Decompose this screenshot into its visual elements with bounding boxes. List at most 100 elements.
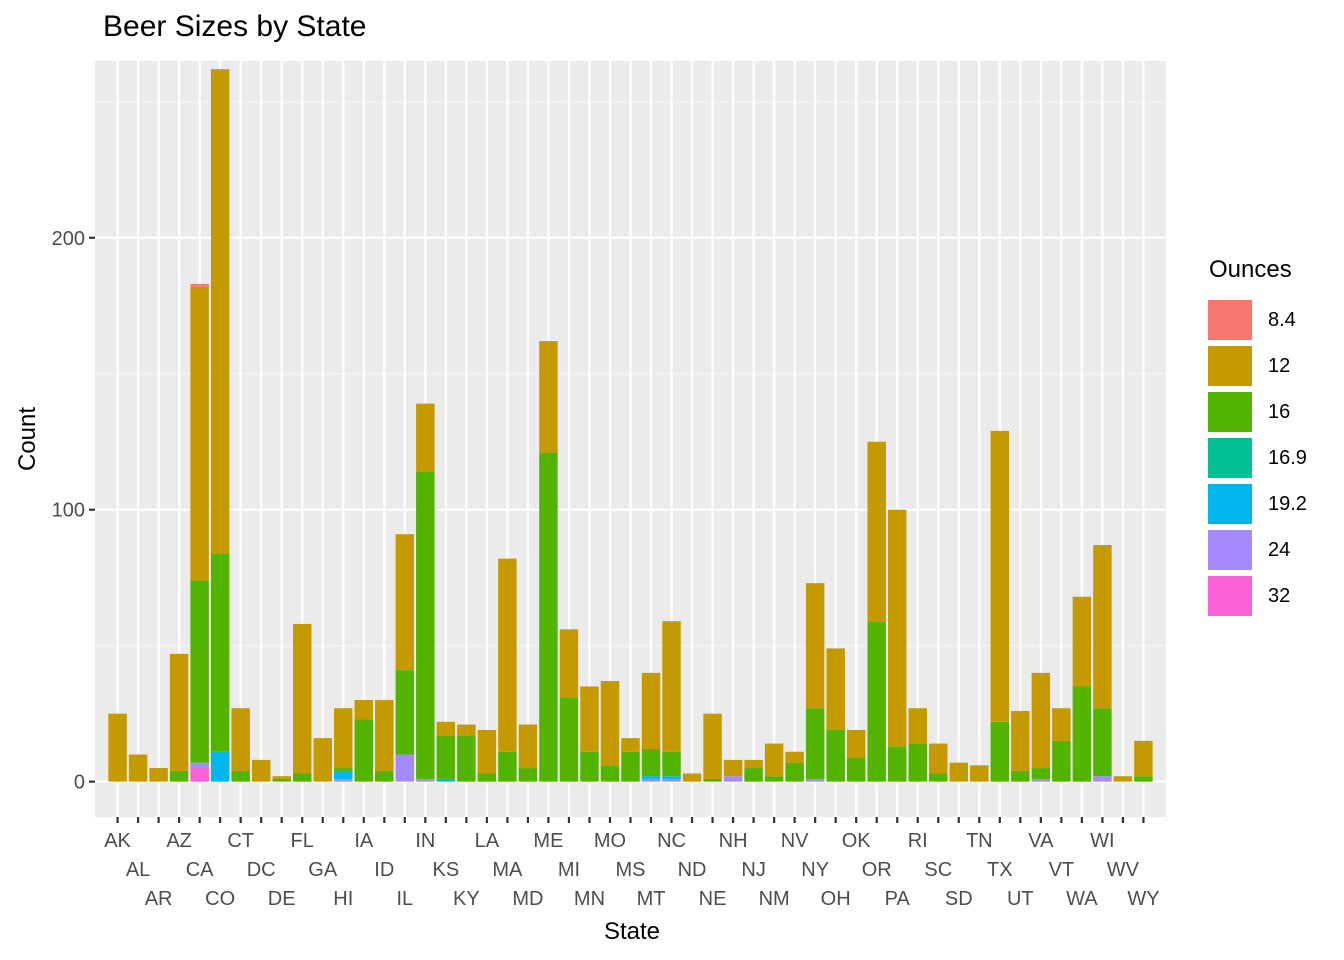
bar-segment-DE-16 <box>272 778 291 782</box>
x-tick-label-OK: OK <box>842 830 872 852</box>
bars <box>108 69 1153 782</box>
x-tick-label-NC: NC <box>657 830 686 852</box>
bar-segment-SC-12 <box>929 743 948 774</box>
bar-segment-AL-12 <box>128 754 148 782</box>
x-tick-label-MI: MI <box>558 859 580 881</box>
legend-swatch <box>1208 300 1252 340</box>
bar-segment-WV-12 <box>1113 776 1133 782</box>
bar-segment-ID-16 <box>375 770 394 782</box>
x-tick-label-NM: NM <box>759 888 790 910</box>
bar-segment-GA-12 <box>313 738 332 782</box>
bar-segment-TX-16 <box>990 721 1010 782</box>
x-tick-label-HI: HI <box>333 888 353 910</box>
legend-swatch <box>1208 346 1252 386</box>
bar-segment-CA-24 <box>190 762 209 769</box>
x-tick-label-WV: WV <box>1107 859 1140 881</box>
x-tick-label-AZ: AZ <box>166 830 192 852</box>
bar-segment-NY-16 <box>805 708 825 779</box>
bar-segment-OR-16 <box>867 621 886 782</box>
bar-segment-CA-32 <box>190 768 209 782</box>
x-tick-label-RI: RI <box>908 830 928 852</box>
x-tick-label-NJ: NJ <box>741 859 765 881</box>
legend-label: 32 <box>1268 584 1291 607</box>
bar-segment-RI-12 <box>908 708 927 744</box>
bar-segment-CO-16 <box>210 553 230 752</box>
y-tick-label: 200 <box>52 228 85 250</box>
x-tick-label-SC: SC <box>924 859 952 881</box>
legend-label: 19.2 <box>1268 492 1307 515</box>
bar-segment-WY-16 <box>1134 776 1153 782</box>
bar-segment-KY-12 <box>457 724 476 736</box>
x-tick-label-VT: VT <box>1049 859 1075 881</box>
bar-segment-CO-19_2 <box>210 751 230 782</box>
legend-label: 8.4 <box>1268 308 1296 331</box>
bar-segment-CT-12 <box>231 708 250 771</box>
bar-segment-MO-16 <box>600 765 620 782</box>
x-tick-label-VA: VA <box>1028 830 1054 852</box>
x-tick-label-IL: IL <box>396 888 413 910</box>
bar-segment-NY-12 <box>805 583 825 709</box>
x-tick-label-MT: MT <box>637 888 666 910</box>
bar-segment-NM-12 <box>764 743 784 777</box>
x-tick-label-NY: NY <box>801 859 829 881</box>
legend-item-16: 16 <box>1208 389 1307 435</box>
legend-item-8_4: 8.4 <box>1208 297 1307 343</box>
x-tick-label-OH: OH <box>821 888 851 910</box>
bar-segment-WA-12 <box>1072 596 1092 687</box>
x-tick-label-NH: NH <box>719 830 748 852</box>
bar-segment-MT-16 <box>641 749 661 777</box>
x-tick-label-OR: OR <box>862 859 892 881</box>
bar-segment-OH-16 <box>826 729 845 782</box>
legend-items: 8.4 12 16 16.9 19.2 24 32 <box>1208 297 1307 619</box>
x-tick-label-KY: KY <box>453 888 480 910</box>
bar-segment-MA-12 <box>498 558 517 752</box>
bar-segment-VT-16 <box>1052 740 1071 782</box>
bar-segment-MT-19_2 <box>641 776 661 779</box>
bar-segment-IN-24 <box>416 778 435 782</box>
bar-segment-UT-12 <box>1011 710 1030 771</box>
bar-segment-NJ-12 <box>744 759 763 769</box>
bar-segment-VT-12 <box>1052 708 1071 741</box>
bar-segment-DC-12 <box>251 759 271 782</box>
x-tick-label-TN: TN <box>966 830 993 852</box>
legend: Ounces 8.4 12 16 16.9 19.2 24 32 <box>1208 256 1307 619</box>
bar-segment-KS-19_2 <box>436 778 456 782</box>
bar-segment-NC-16 <box>662 751 681 777</box>
bar-segment-CO-12 <box>210 69 230 554</box>
bar-segment-AZ-16 <box>169 770 189 782</box>
bar-segment-WI-12 <box>1093 545 1112 709</box>
bar-segment-OK-16 <box>846 757 866 782</box>
legend-swatch <box>1208 530 1252 570</box>
bar-segment-PA-12 <box>887 509 907 747</box>
bar-segment-NV-16 <box>785 762 804 782</box>
bar-segment-AZ-12 <box>169 653 189 771</box>
x-tick-label-LA: LA <box>475 830 500 852</box>
x-tick-label-WA: WA <box>1066 888 1098 910</box>
x-tick-label-NE: NE <box>699 888 727 910</box>
x-tick-label-MN: MN <box>574 888 605 910</box>
bar-segment-AR-12 <box>149 768 168 782</box>
bar-segment-RI-16 <box>908 743 927 782</box>
bar-segment-MS-16 <box>621 751 640 782</box>
x-tick-label-ME: ME <box>533 830 563 852</box>
chart-title: Beer Sizes by State <box>103 10 367 43</box>
legend-swatch <box>1208 392 1252 432</box>
x-tick-label-FL: FL <box>291 830 314 852</box>
x-tick-label-SD: SD <box>945 888 973 910</box>
bar-segment-UT-16 <box>1011 770 1030 782</box>
x-tick-label-AL: AL <box>126 859 150 881</box>
bar-segment-ME-16 <box>539 452 558 782</box>
bar-segment-IL-12 <box>395 534 415 671</box>
bar-segment-MI-12 <box>559 629 579 698</box>
bar-segment-FL-12 <box>292 623 312 774</box>
bar-segment-NJ-16 <box>744 768 763 782</box>
x-tick-label-PA: PA <box>885 888 911 910</box>
y-axis-title: Count <box>14 407 41 471</box>
x-tick-label-CO: CO <box>205 888 235 910</box>
bar-segment-CT-16 <box>231 770 250 782</box>
x-tick-label-IA: IA <box>354 830 374 852</box>
bar-segment-NM-16 <box>764 776 784 782</box>
bar-segment-VA-24 <box>1031 778 1051 782</box>
x-tick-label-WY: WY <box>1127 888 1159 910</box>
legend-swatch <box>1208 576 1252 616</box>
